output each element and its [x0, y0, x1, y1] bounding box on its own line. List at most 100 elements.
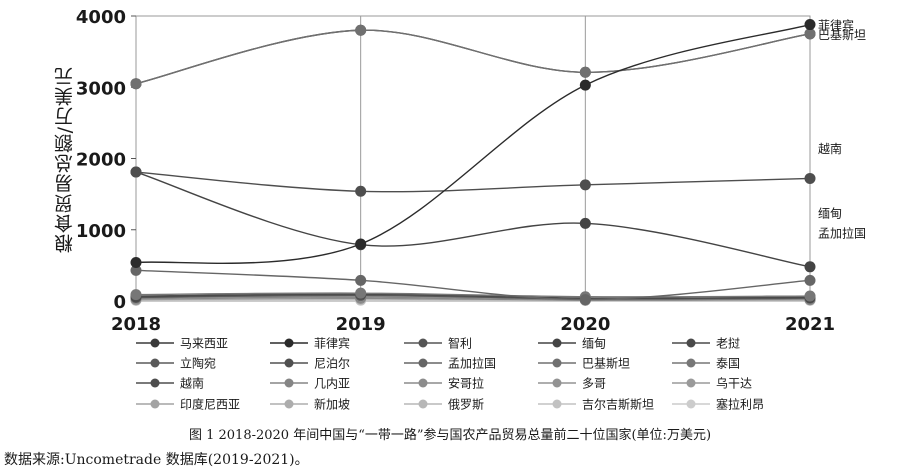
series-10 [130, 166, 816, 197]
legend-swatch-marker [418, 378, 428, 388]
legend-item: 缅甸 [538, 337, 606, 351]
end-label: 缅甸 [818, 207, 842, 221]
series-1 [130, 19, 816, 269]
legend-label: 塞拉利昂 [716, 397, 764, 412]
legend-swatch-marker [150, 338, 160, 348]
legend-label: 越南 [180, 376, 204, 391]
legend-item: 塞拉利昂 [672, 397, 764, 412]
legend-label: 老挝 [716, 337, 740, 351]
legend-swatch-marker [686, 338, 696, 348]
legend-label: 安哥拉 [448, 376, 484, 391]
data-point [579, 79, 591, 91]
end-label: 孟加拉国 [818, 226, 866, 241]
legend-label: 吉尔吉斯斯坦 [582, 397, 654, 412]
legend-swatch-marker [284, 358, 294, 368]
data-point [579, 294, 591, 306]
series-line [135, 171, 811, 268]
data-point [804, 19, 816, 31]
legend-label: 俄罗斯 [448, 398, 484, 412]
legend-item: 立陶宛 [136, 356, 216, 371]
legend-item: 吉尔吉斯斯坦 [538, 397, 654, 412]
x-tick-label: 2021 [785, 314, 835, 335]
legend-swatch-marker [552, 358, 562, 368]
legend-item: 几内亚 [270, 377, 350, 391]
data-point [130, 257, 142, 269]
legend-swatch-marker [150, 399, 160, 409]
legend-swatch-marker [150, 378, 160, 388]
legend-item: 安哥拉 [404, 376, 484, 391]
legend-item: 新加坡 [270, 397, 350, 412]
legend-item: 多哥 [538, 377, 606, 391]
series-line [135, 29, 811, 85]
data-point [130, 264, 142, 276]
legend-swatch-marker [552, 378, 562, 388]
series-line [135, 29, 811, 85]
legend-item: 智利 [404, 336, 472, 351]
legend-item: 俄罗斯 [404, 398, 484, 412]
data-point [579, 179, 591, 191]
legend-label: 几内亚 [314, 377, 350, 391]
series-8 [130, 24, 816, 90]
legend-label: 印度尼西亚 [180, 397, 240, 412]
legend-item: 孟加拉国 [404, 356, 496, 371]
legend-item: 越南 [136, 376, 204, 391]
legend-label: 巴基斯坦 [582, 357, 630, 371]
y-tick-label: 3000 [76, 78, 126, 99]
x-tick-label: 2020 [560, 314, 610, 335]
legend-item: 泰国 [672, 357, 740, 371]
legend-item: 印度尼西亚 [136, 397, 240, 412]
data-point [579, 217, 591, 229]
legend-label: 立陶宛 [180, 356, 216, 371]
legend-label: 马来西亚 [180, 337, 228, 351]
legend-label: 缅甸 [582, 337, 606, 351]
series-line [135, 269, 811, 301]
data-point [355, 24, 367, 36]
legend-swatch-marker [284, 338, 294, 348]
x-tick-label: 2019 [336, 314, 386, 335]
series-line [135, 293, 811, 300]
series-0 [130, 24, 816, 90]
y-axis-title: 粮食贸易总额/万美元 [53, 66, 76, 254]
data-point [804, 274, 816, 286]
legend-label: 尼泊尔 [314, 356, 350, 371]
series-line [135, 171, 811, 193]
legend-swatch-marker [686, 358, 696, 368]
legend-item: 巴基斯坦 [538, 357, 630, 371]
data-point [355, 185, 367, 197]
legend-swatch-marker [418, 358, 428, 368]
legend-item: 马来西亚 [136, 337, 228, 351]
data-point [130, 78, 142, 90]
y-tick-label: 4000 [76, 7, 126, 28]
legend-label: 泰国 [716, 357, 740, 371]
data-point [804, 261, 816, 273]
legend-swatch-marker [686, 378, 696, 388]
data-point [804, 172, 816, 184]
end-label: 菲律宾 [818, 18, 854, 33]
y-axis-title-box: 粮食贸易总额/万美元 [44, 40, 84, 280]
y-tick-label: 0 [113, 292, 126, 313]
data-point [130, 166, 142, 178]
figure-caption: 图 1 2018-2020 年间中国与“一带一路”参与国农产品贸易总量前二十位国… [188, 428, 712, 443]
legend-swatch-marker [552, 399, 562, 409]
legend-label: 多哥 [582, 377, 606, 391]
end-label: 巴基斯坦 [818, 28, 866, 42]
legend-label: 新加坡 [314, 397, 350, 412]
legend-item: 尼泊尔 [270, 356, 350, 371]
legend-swatch-marker [418, 399, 428, 409]
series-line [135, 23, 811, 264]
data-point [804, 28, 816, 40]
end-label: 越南 [818, 141, 842, 156]
data-point [804, 290, 816, 302]
legend-label: 乌干达 [716, 376, 752, 391]
legend-label: 智利 [448, 336, 472, 351]
legend-item: 菲律宾 [270, 336, 350, 351]
legend-swatch-marker [418, 338, 428, 348]
legend-item: 乌干达 [672, 376, 752, 391]
legend-swatch-marker [150, 358, 160, 368]
series-7 [130, 264, 816, 306]
data-point [355, 238, 367, 250]
plot-frame [135, 15, 811, 302]
x-tick-label: 2018 [111, 314, 161, 335]
data-point [355, 274, 367, 286]
